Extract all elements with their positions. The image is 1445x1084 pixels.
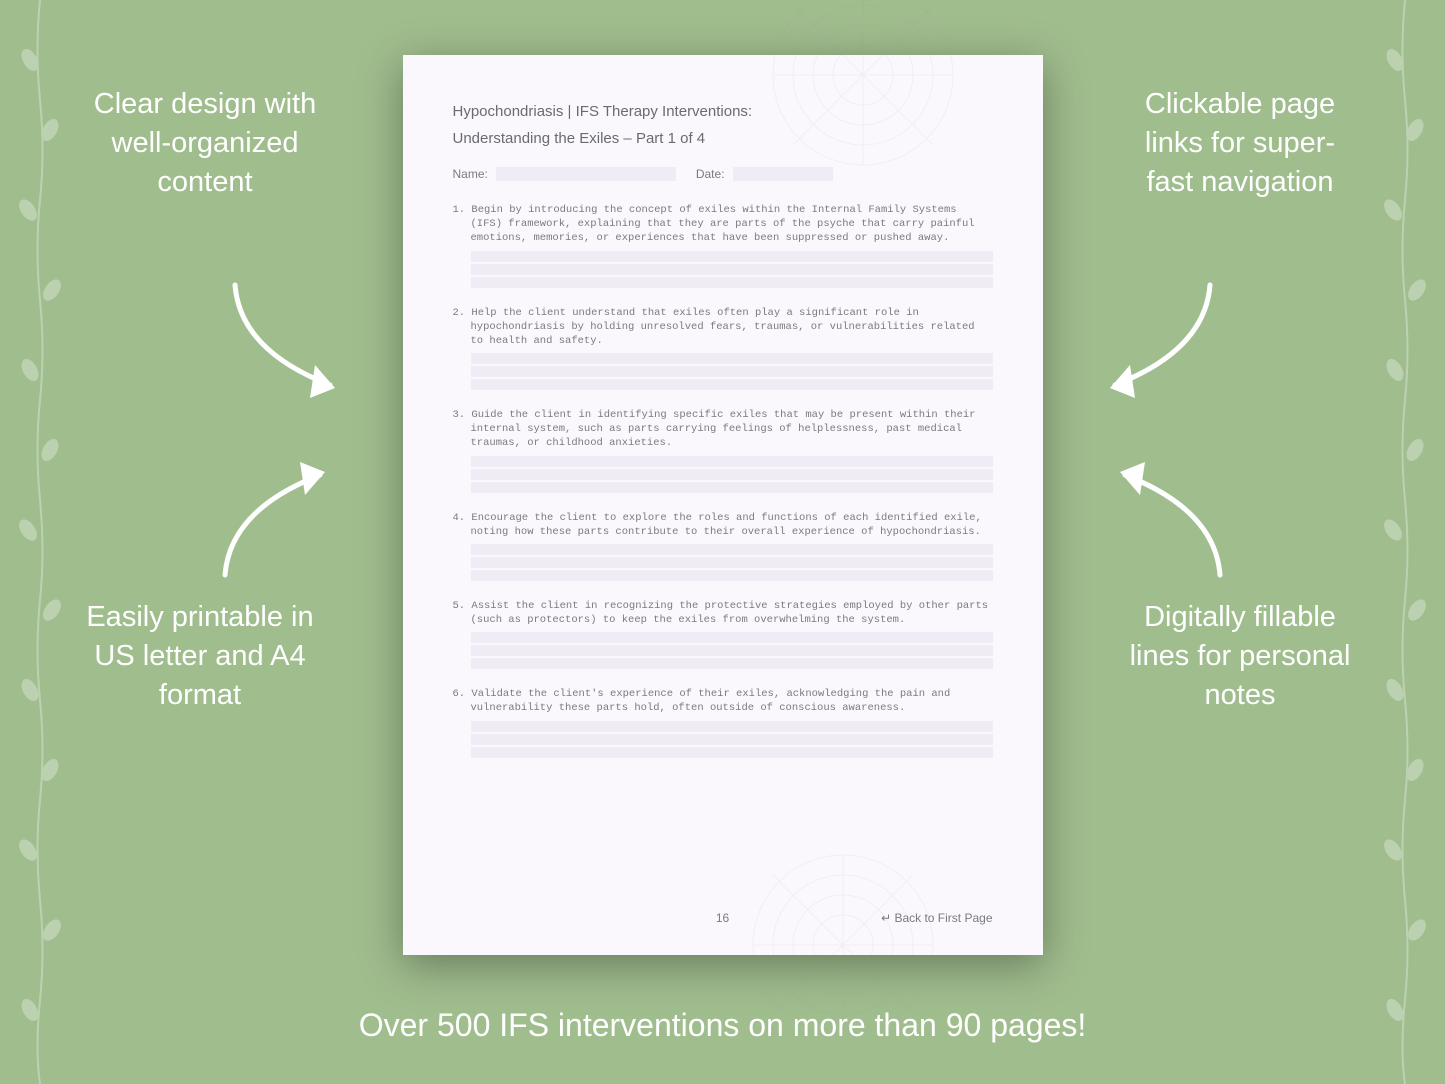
item-text: 5. Assist the client in recognizing the … [453,599,993,627]
vine-decoration-left [10,0,70,1084]
fillable-line[interactable] [471,557,993,568]
fillable-line[interactable] [471,277,993,288]
page-number: 16 [716,911,729,925]
fillable-line[interactable] [471,353,993,364]
date-input[interactable] [733,167,833,181]
worksheet-item: 2. Help the client understand that exile… [453,306,993,391]
fillable-line[interactable] [471,264,993,275]
vine-decoration-right [1375,0,1435,1084]
callout-top-left: Clear design with well-organized content [90,85,320,202]
page-footer: 16 ↵ Back to First Page [453,911,993,925]
worksheet-item: 5. Assist the client in recognizing the … [453,599,993,669]
fillable-line[interactable] [471,721,993,732]
item-text: 2. Help the client understand that exile… [453,306,993,349]
page-title: Hypochondriasis | IFS Therapy Interventi… [453,103,993,120]
fillable-line[interactable] [471,747,993,758]
item-text: 6. Validate the client's experience of t… [453,687,993,715]
page-subtitle: Understanding the Exiles – Part 1 of 4 [453,130,993,147]
name-input[interactable] [496,167,676,181]
date-label: Date: [696,167,725,181]
arrow-icon [210,450,350,590]
worksheet-item: 1. Begin by introducing the concept of e… [453,203,993,288]
fillable-line[interactable] [471,544,993,555]
name-date-row: Name: Date: [453,167,993,181]
bottom-banner: Over 500 IFS interventions on more than … [0,1007,1445,1044]
fillable-line[interactable] [471,632,993,643]
fillable-line[interactable] [471,251,993,262]
back-to-first-link[interactable]: ↵ Back to First Page [881,911,992,925]
callout-top-right: Clickable page links for super-fast navi… [1125,85,1355,202]
fillable-line[interactable] [471,469,993,480]
mandala-decoration-icon [763,0,963,175]
fillable-line[interactable] [471,366,993,377]
fillable-line[interactable] [471,456,993,467]
fillable-line[interactable] [471,570,993,581]
fillable-line[interactable] [471,658,993,669]
item-text: 3. Guide the client in identifying speci… [453,408,993,451]
callout-bottom-left: Easily printable in US letter and A4 for… [75,598,325,715]
worksheet-page: Hypochondriasis | IFS Therapy Interventi… [403,55,1043,955]
worksheet-item: 4. Encourage the client to explore the r… [453,511,993,581]
arrow-icon [1085,270,1225,410]
worksheet-item: 6. Validate the client's experience of t… [453,687,993,757]
fillable-line[interactable] [471,379,993,390]
fillable-line[interactable] [471,734,993,745]
arrow-icon [1095,450,1235,590]
item-text: 1. Begin by introducing the concept of e… [453,203,993,246]
item-text: 4. Encourage the client to explore the r… [453,511,993,539]
fillable-line[interactable] [471,482,993,493]
name-label: Name: [453,167,488,181]
worksheet-item: 3. Guide the client in identifying speci… [453,408,993,493]
callout-bottom-right: Digitally fillable lines for personal no… [1125,598,1355,715]
arrow-icon [220,270,360,410]
fillable-line[interactable] [471,645,993,656]
